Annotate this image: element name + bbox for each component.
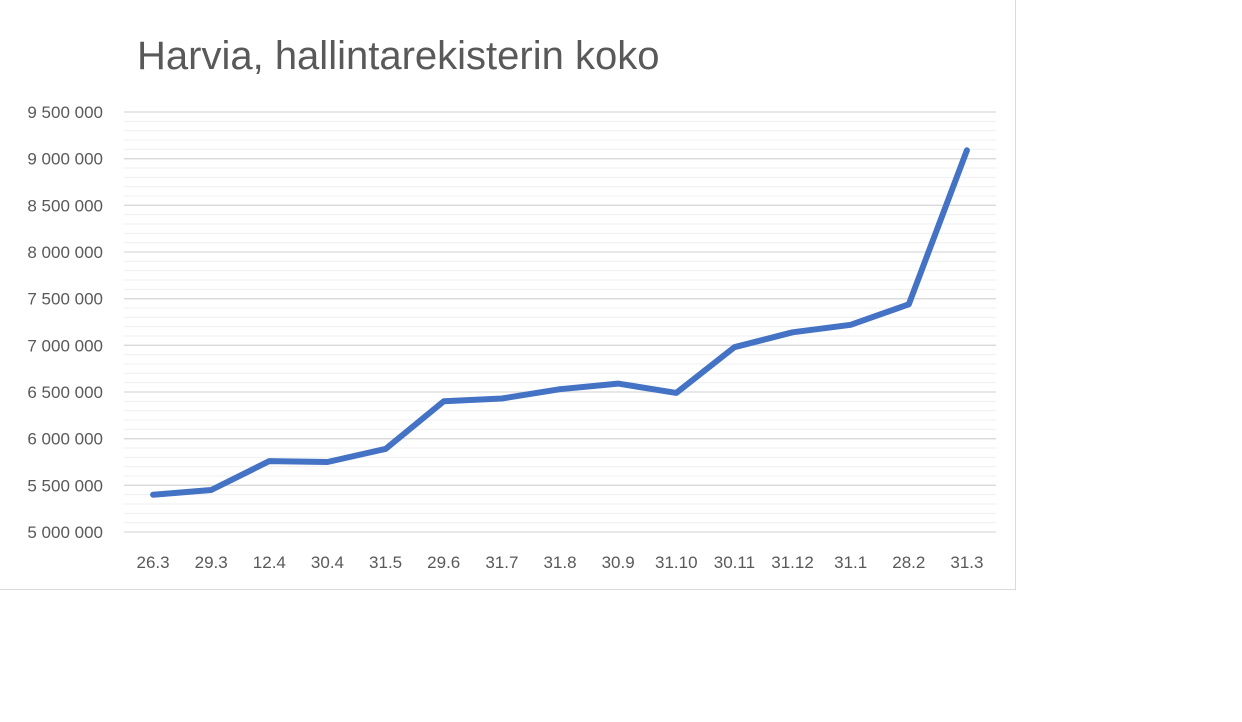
data-point: [906, 301, 912, 307]
x-tick-label: 31.1: [834, 553, 867, 572]
data-point: [324, 459, 330, 465]
x-tick-label: 31.5: [369, 553, 402, 572]
y-tick-label: 5 000 000: [27, 523, 103, 542]
y-tick-label: 7 000 000: [27, 336, 103, 355]
x-tick-label: 31.3: [950, 553, 983, 572]
data-point: [266, 458, 272, 464]
x-tick-label: 30.9: [602, 553, 635, 572]
data-point: [150, 492, 156, 498]
x-tick-label: 26.3: [137, 553, 170, 572]
data-point: [557, 386, 563, 392]
data-point: [208, 487, 214, 493]
y-tick-label: 5 500 000: [27, 476, 103, 495]
y-tick-label: 6 500 000: [27, 383, 103, 402]
y-tick-label: 9 500 000: [27, 103, 103, 122]
y-axis-tick-labels: 5 000 000 5 500 000 6 000 000 6 500 000 7 00…: [27, 103, 103, 542]
y-tick-label: 8 000 000: [27, 243, 103, 262]
y-tick-label: 7 500 000: [27, 290, 103, 309]
x-tick-label: 31.10: [655, 553, 698, 572]
y-tick-label: 6 000 000: [27, 430, 103, 449]
x-tick-label: 29.6: [427, 553, 460, 572]
series-line: [150, 147, 970, 498]
x-tick-label: 30.11: [714, 553, 755, 572]
y-tick-label: 9 000 000: [27, 150, 103, 169]
data-point: [499, 396, 505, 402]
x-tick-label: 31.8: [543, 553, 576, 572]
data-point: [848, 322, 854, 328]
x-tick-label: 30.4: [311, 553, 344, 572]
x-tick-label: 12.4: [253, 553, 286, 572]
data-point: [731, 344, 737, 350]
data-point: [673, 390, 679, 396]
series-layer: [150, 147, 970, 498]
x-tick-label: 31.7: [485, 553, 518, 572]
data-point: [790, 329, 796, 335]
x-tick-label: 28.2: [892, 553, 925, 572]
data-point: [441, 398, 447, 404]
x-tick-label: 29.3: [195, 553, 228, 572]
x-axis-tick-labels: 26.3 29.3 12.4 30.4 31.5 29.6 31.7 31.8 30.9 31.1…: [137, 553, 984, 572]
data-point: [615, 381, 621, 387]
data-point: [383, 446, 389, 452]
y-tick-label: 8 500 000: [27, 196, 103, 215]
chart-title: Harvia, hallintarekisterin koko: [137, 34, 660, 78]
data-point: [964, 147, 970, 153]
x-tick-label: 31.12: [771, 553, 814, 572]
